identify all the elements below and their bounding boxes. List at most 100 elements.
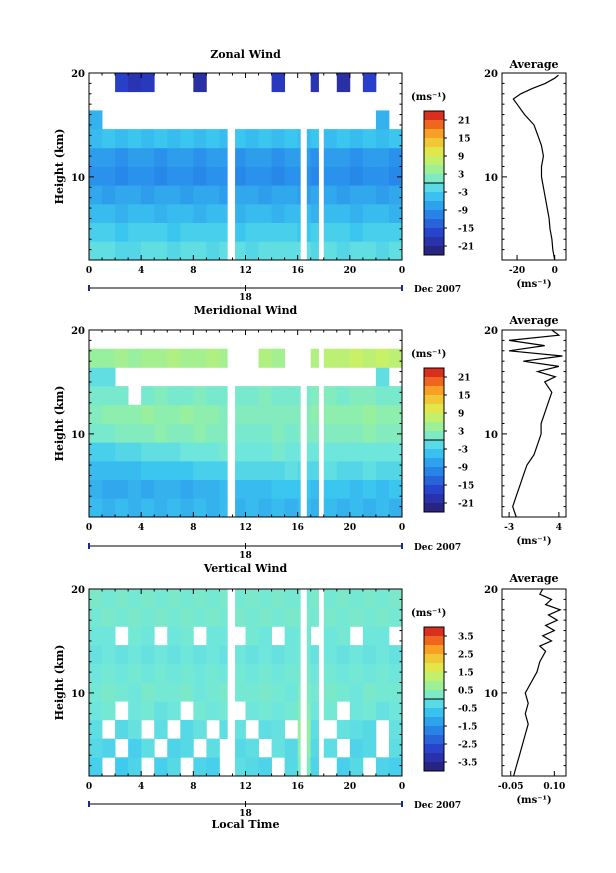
panel-2: Vertical Wind 10 20 Height (km) 0 4 8 12 16 20 0 18…: [53, 562, 567, 831]
heatmap-cell: [388, 460, 403, 480]
heatmap-cell: [245, 757, 259, 777]
heatmap-cell: [154, 498, 168, 518]
heatmap-cell: [336, 498, 351, 518]
profile-line: [509, 329, 563, 518]
heatmap-cell: [206, 203, 220, 223]
colorbar-segment: [424, 165, 444, 175]
heatmap-cell: [375, 185, 390, 205]
heatmap-cell: [193, 498, 207, 518]
heatmap-cell: [219, 147, 228, 167]
heatmap-cell: [141, 348, 155, 368]
heatmap-cell: [154, 203, 168, 223]
heatmap-cell: [141, 682, 155, 702]
y-tick-label: 10: [71, 689, 85, 700]
heatmap-cell: [306, 626, 312, 646]
heatmap-cell: [245, 645, 259, 665]
heatmap-cell: [297, 129, 301, 149]
heatmap-cell: [297, 203, 301, 223]
heatmap-cell: [323, 738, 338, 758]
heatmap-cell: [128, 442, 142, 462]
heatmap-cell: [115, 185, 129, 205]
colorbar-segment: [424, 404, 444, 414]
colorbar-tick-label: -3: [458, 446, 468, 456]
heatmap-cell: [102, 185, 116, 205]
heatmap-cell: [154, 663, 168, 683]
heatmap-cell: [219, 166, 228, 186]
heatmap-cell: [336, 404, 351, 424]
heatmap-cell: [310, 498, 319, 518]
heatmap-cell: [375, 701, 390, 721]
heatmap-cell: [362, 719, 377, 739]
colorbar-tick-label: 0.5: [458, 687, 474, 697]
heatmap-cell: [193, 607, 207, 627]
heatmap-cell: [193, 423, 207, 443]
heatmap-cell: [284, 498, 299, 518]
heatmap-cell: [271, 645, 286, 665]
heatmap-cell: [102, 663, 116, 683]
heatmap-cell: [128, 626, 142, 646]
heatmap-cell: [102, 222, 116, 242]
heatmap-cell: [336, 442, 351, 462]
heatmap-cell: [306, 166, 312, 186]
heatmap-cell: [154, 719, 168, 739]
heatmap-cell: [219, 663, 228, 683]
heatmap-cell: [388, 719, 403, 739]
heatmap-cell: [128, 73, 142, 93]
heatmap-cell: [375, 589, 390, 609]
profile-frame: [501, 329, 567, 518]
heatmap-cell: [219, 404, 228, 424]
colorbar-segment: [424, 494, 444, 504]
heatmap-cell: [284, 129, 299, 149]
heatmap-cell: [128, 719, 142, 739]
colorbar-tick-label: 3: [458, 428, 464, 438]
colorbar-segment: [424, 111, 444, 121]
heatmap-cell: [349, 348, 364, 368]
heatmap-cell: [284, 607, 299, 627]
heatmap-cell: [349, 498, 364, 518]
heatmap-cell: [375, 147, 390, 167]
heatmap-cell: [349, 663, 364, 683]
heatmap-cell: [235, 663, 246, 683]
heatmap-cell: [362, 626, 377, 646]
heatmap-cell: [245, 404, 259, 424]
heatmap-cell: [89, 626, 103, 646]
heatmap-cell: [258, 222, 272, 242]
heatmap-cell: [306, 607, 312, 627]
colorbar-unit: (ms⁻¹): [411, 349, 446, 360]
heatmap-cell: [323, 423, 338, 443]
x-tick-label: 4: [138, 266, 144, 276]
x-tick-label: 16: [291, 523, 304, 533]
colorbar-segment: [424, 753, 444, 763]
heatmap-cell: [306, 701, 312, 721]
profile-x-tick-label: 0.10: [543, 782, 565, 792]
heatmap-cell: [388, 701, 403, 721]
heatmap-cell: [128, 241, 142, 261]
heatmap-cell: [310, 663, 319, 683]
heatmap-cell: [115, 147, 129, 167]
heatmap-cell: [271, 222, 286, 242]
heatmap-cell: [375, 166, 390, 186]
x-tick-label: 16: [291, 782, 304, 792]
heatmap-cell: [336, 166, 351, 186]
heatmap-cell: [89, 166, 103, 186]
colorbar-segment: [424, 413, 444, 423]
heatmap-cell: [297, 241, 301, 261]
heatmap-cell: [180, 386, 194, 406]
heatmap-cell: [235, 404, 246, 424]
heatmap-cell: [219, 645, 228, 665]
heatmap-cell: [206, 348, 220, 368]
heatmap-cell: [245, 663, 259, 683]
heatmap-cell: [141, 222, 155, 242]
heatmap-cell: [245, 222, 259, 242]
heatmap-cell: [219, 607, 228, 627]
heatmap-cell: [235, 423, 246, 443]
heatmap-cell: [235, 738, 246, 758]
heatmap-cell: [141, 460, 155, 480]
heatmap-cell: [141, 701, 155, 721]
heatmap-cell: [219, 348, 228, 368]
heatmap-cell: [297, 479, 301, 499]
heatmap-cell: [245, 701, 259, 721]
heatmap-cell: [154, 607, 168, 627]
heatmap-cell: [271, 241, 286, 261]
profile-x-tick-label: -20: [509, 266, 525, 276]
